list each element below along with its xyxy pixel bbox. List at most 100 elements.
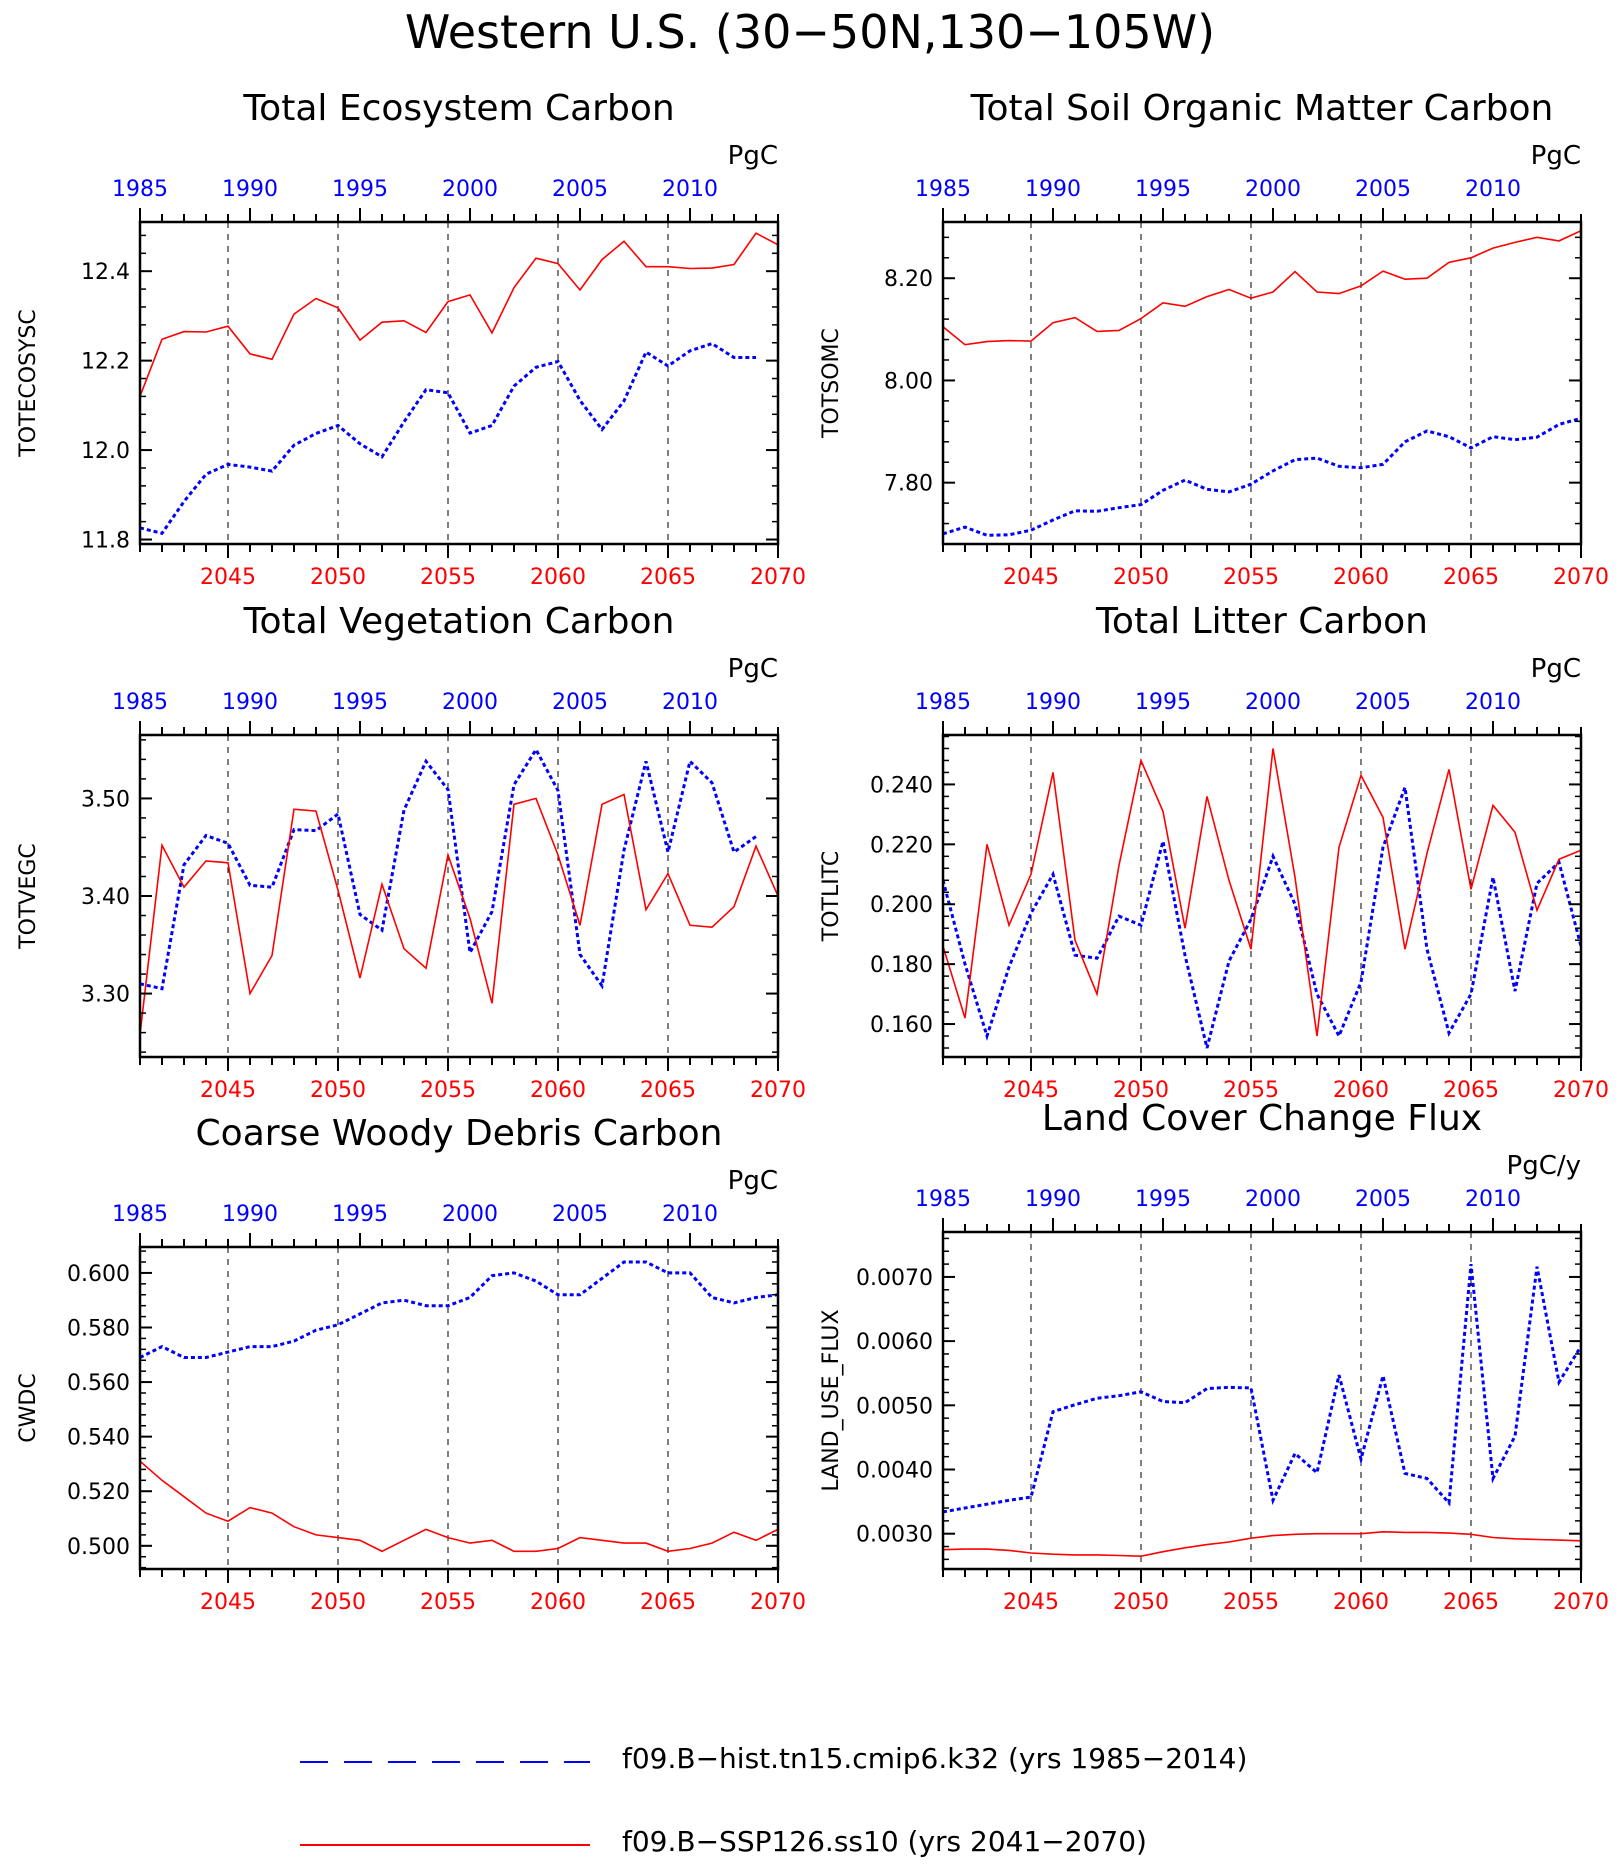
x-tick-label-top: 1995 (1135, 690, 1191, 715)
y-tick-label: 0.0070 (856, 1266, 933, 1291)
x-tick-label-bottom: 2050 (1113, 1078, 1169, 1103)
x-tick-label-bottom: 2055 (1223, 565, 1279, 590)
y-tick-label: 8.00 (884, 369, 933, 394)
chart-panel: 0.500 0.520 0.540 0.560 0.580 0.600 2045 2050 20… (16, 1113, 806, 1615)
x-tick-label-bottom: 2070 (750, 565, 806, 590)
panel-title: Total Litter Carbon (1095, 601, 1428, 642)
x-tick-label-top: 2000 (442, 690, 498, 715)
series-line-ssp (943, 1530, 1581, 1558)
x-tick-label-bottom: 2065 (640, 1590, 696, 1615)
y-tick-label: 12.2 (81, 350, 130, 375)
x-tick-label-bottom: 2045 (200, 1590, 256, 1615)
panel-title: Total Ecosystem Carbon (242, 88, 674, 129)
x-tick-label-bottom: 2055 (420, 565, 476, 590)
series-line-ssp (943, 229, 1581, 346)
y-axis-label: TOTECOSYSC (16, 309, 41, 458)
series-line-hist (140, 341, 756, 536)
figure-title: Western U.S. (30−50N,130−105W) (405, 5, 1215, 59)
x-tick-label-bottom: 2060 (530, 565, 586, 590)
units-label: PgC (1531, 141, 1581, 171)
x-tick-label-top: 2005 (552, 177, 608, 202)
chart-panel: 0.160 0.180 0.200 0.220 0.240 2045 2050 2055 206… (819, 601, 1609, 1103)
y-tick-label: 3.50 (81, 787, 130, 812)
plot-frame (941, 220, 1583, 546)
series-line-hist (943, 786, 1581, 1049)
x-tick-label-bottom: 2070 (750, 1590, 806, 1615)
chart-panel: 11.8 12.0 12.2 12.4 2045 2050 2055 2060 2065 2070… (16, 88, 806, 590)
x-tick-label-bottom: 2065 (1443, 1590, 1499, 1615)
x-tick-label-top: 1985 (915, 177, 971, 202)
x-tick-label-top: 2000 (1245, 690, 1301, 715)
units-label: PgC (728, 1166, 778, 1196)
panel-title: Total Vegetation Carbon (243, 601, 675, 642)
y-axis-label: CWDC (16, 1373, 41, 1442)
x-tick-label-top: 2000 (1245, 177, 1301, 202)
y-tick-label: 8.20 (884, 267, 933, 292)
x-tick-label-bottom: 2055 (1223, 1590, 1279, 1615)
series-line-hist (140, 1260, 778, 1359)
x-tick-label-top: 1990 (222, 177, 278, 202)
x-tick-label-top: 2010 (1465, 1187, 1521, 1212)
x-tick-label-bottom: 2045 (1003, 565, 1059, 590)
x-tick-label-bottom: 2070 (1553, 565, 1609, 590)
x-tick-label-top: 1985 (112, 690, 168, 715)
y-tick-label: 0.0060 (856, 1330, 933, 1355)
x-tick-label-top: 1985 (112, 1202, 168, 1227)
x-tick-label-top: 2005 (1355, 690, 1411, 715)
plot-frame (138, 1245, 780, 1571)
plot-frame (138, 220, 780, 546)
x-tick-label-top: 1995 (1135, 177, 1191, 202)
y-tick-label: 0.220 (870, 833, 933, 858)
x-tick-label-bottom: 2060 (1333, 565, 1389, 590)
y-tick-label: 7.80 (884, 472, 933, 497)
series-line-hist (943, 1263, 1581, 1514)
y-tick-label: 0.540 (67, 1426, 130, 1451)
x-tick-label-top: 2005 (1355, 1187, 1411, 1212)
x-tick-label-top: 2000 (442, 1202, 498, 1227)
plot-frame (941, 1230, 1583, 1571)
x-tick-label-bottom: 2070 (1553, 1590, 1609, 1615)
panel-title: Total Soil Organic Matter Carbon (970, 88, 1554, 129)
y-tick-label: 0.160 (870, 1013, 933, 1038)
x-tick-label-bottom: 2070 (750, 1078, 806, 1103)
x-tick-label-bottom: 2050 (1113, 565, 1169, 590)
series-line-ssp (140, 793, 778, 1035)
series-line-ssp (140, 232, 778, 397)
x-tick-label-bottom: 2055 (1223, 1078, 1279, 1103)
x-tick-label-top: 1985 (915, 1187, 971, 1212)
x-tick-label-top: 1995 (332, 1202, 388, 1227)
x-tick-label-top: 2005 (552, 1202, 608, 1227)
series-line-hist (140, 746, 757, 991)
x-tick-label-bottom: 2065 (1443, 565, 1499, 590)
y-tick-label: 12.4 (81, 260, 130, 285)
x-tick-label-top: 2000 (442, 177, 498, 202)
x-tick-label-bottom: 2070 (1553, 1078, 1609, 1103)
legend: f09.B−hist.tn15.cmip6.k32 (yrs 1985−2014… (300, 1742, 1247, 1858)
x-tick-label-bottom: 2055 (420, 1078, 476, 1103)
x-tick-label-bottom: 2050 (310, 565, 366, 590)
y-tick-label: 0.180 (870, 953, 933, 978)
x-tick-label-top: 1995 (332, 690, 388, 715)
units-label: PgC (728, 654, 778, 684)
x-tick-label-bottom: 2050 (1113, 1590, 1169, 1615)
x-tick-label-bottom: 2045 (200, 1078, 256, 1103)
x-tick-label-top: 1995 (1135, 1187, 1191, 1212)
y-tick-label: 12.0 (81, 439, 130, 464)
y-tick-label: 0.560 (67, 1371, 130, 1396)
y-axis-label: TOTVEGC (16, 843, 41, 950)
x-tick-label-bottom: 2065 (640, 565, 696, 590)
x-tick-label-top: 2005 (1355, 177, 1411, 202)
x-tick-label-top: 1985 (915, 690, 971, 715)
x-tick-label-bottom: 2050 (310, 1078, 366, 1103)
chart-panel: 0.0030 0.0040 0.0050 0.0060 0.0070 2045 2050 20… (819, 1098, 1609, 1615)
x-tick-label-top: 1985 (112, 177, 168, 202)
legend-label-hist: f09.B−hist.tn15.cmip6.k32 (yrs 1985−2014… (622, 1742, 1247, 1775)
y-tick-label: 11.8 (81, 529, 130, 554)
chart-panels: 11.8 12.0 12.2 12.4 2045 2050 2055 2060 2065 2070… (16, 88, 1609, 1615)
chart-panel: 7.80 8.00 8.20 2045 2050 2055 2060 2065 2070 1985… (819, 88, 1609, 590)
x-tick-label-top: 1990 (1025, 177, 1081, 202)
x-tick-label-top: 2010 (1465, 690, 1521, 715)
x-tick-label-bottom: 2065 (1443, 1078, 1499, 1103)
panel-title: Coarse Woody Debris Carbon (196, 1113, 723, 1154)
